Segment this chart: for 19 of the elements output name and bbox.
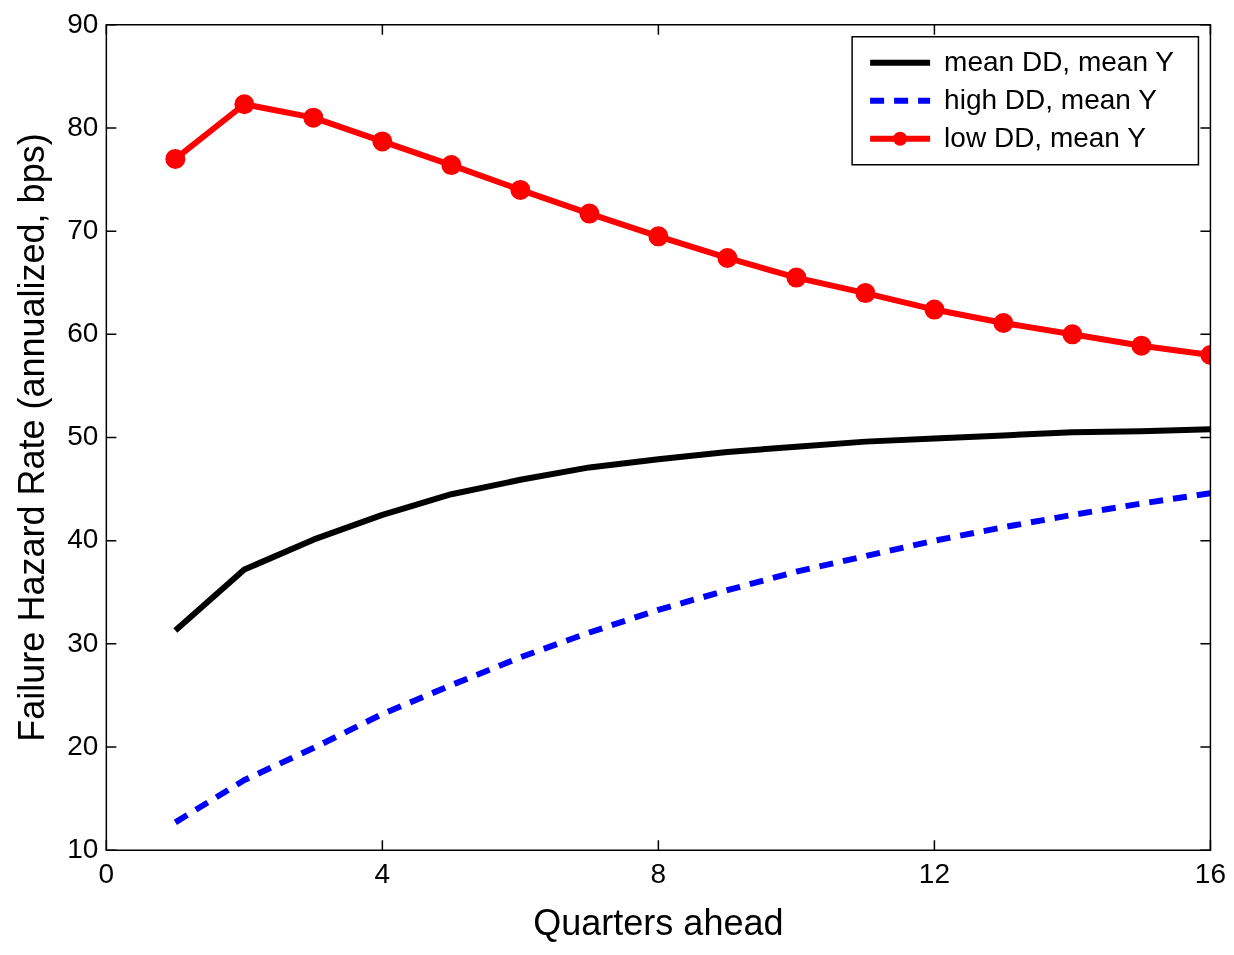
x-tick-label: 12 <box>918 857 950 889</box>
y-tick-label: 80 <box>67 110 99 142</box>
y-tick-label: 30 <box>67 626 99 658</box>
y-axis-title: Failure Hazard Rate (annualized, bps) <box>10 133 52 742</box>
y-tick-label: 20 <box>67 729 99 761</box>
y-tick-label: 90 <box>67 7 99 39</box>
x-tick-label: 4 <box>374 857 391 889</box>
legend-label: mean DD, mean Y <box>944 45 1175 77</box>
legend-label: low DD, mean Y <box>944 121 1147 153</box>
y-tick-label: 10 <box>67 832 99 864</box>
x-tick-label: 8 <box>650 857 667 889</box>
y-tick-label: 70 <box>67 213 99 245</box>
legend-label: high DD, mean Y <box>944 83 1158 115</box>
y-tick-label: 50 <box>67 420 99 452</box>
x-tick-label: 0 <box>98 857 115 889</box>
x-tick-label: 16 <box>1194 857 1227 889</box>
y-tick-label: 40 <box>67 523 99 555</box>
x-axis-title: Quarters ahead <box>533 902 784 944</box>
y-tick-label: 60 <box>67 317 99 349</box>
